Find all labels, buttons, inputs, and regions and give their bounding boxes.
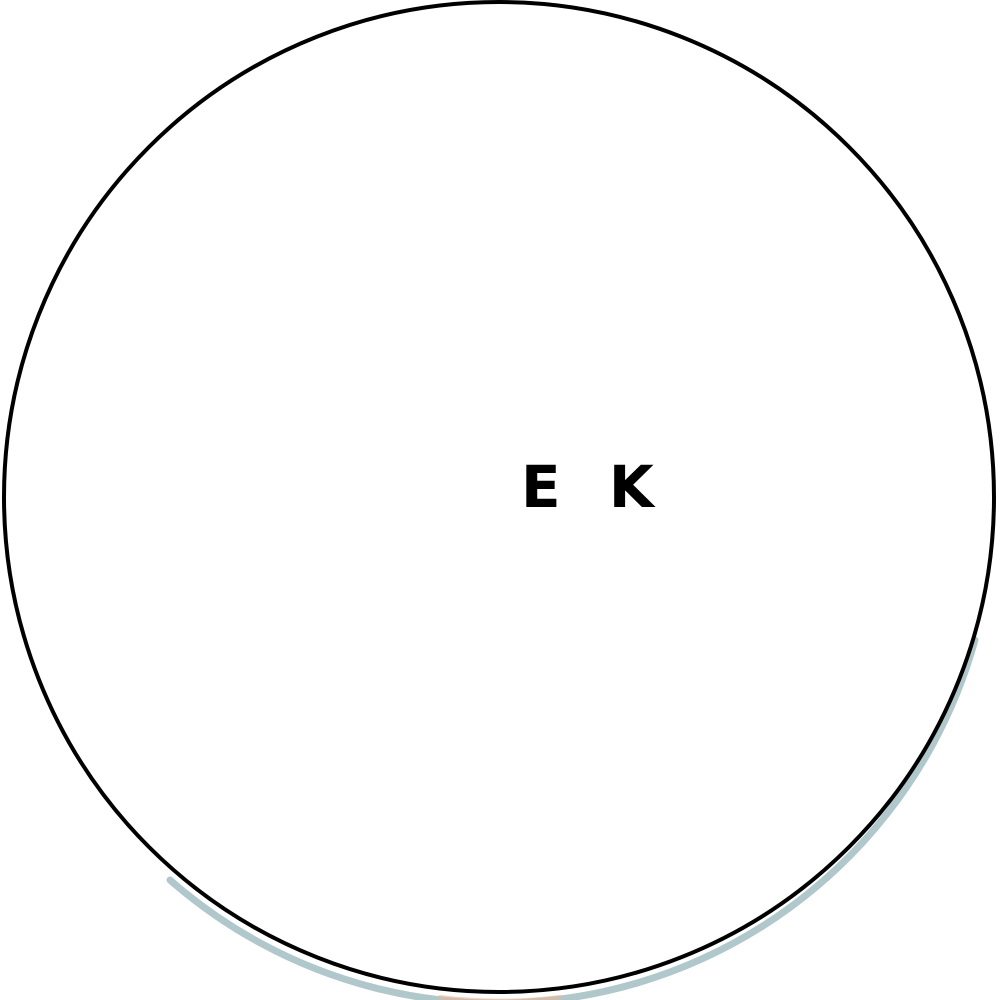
badge-edge-shadow <box>166 636 979 1000</box>
badge-edge-accent <box>438 995 562 1000</box>
monogram-text: E K <box>521 453 668 521</box>
